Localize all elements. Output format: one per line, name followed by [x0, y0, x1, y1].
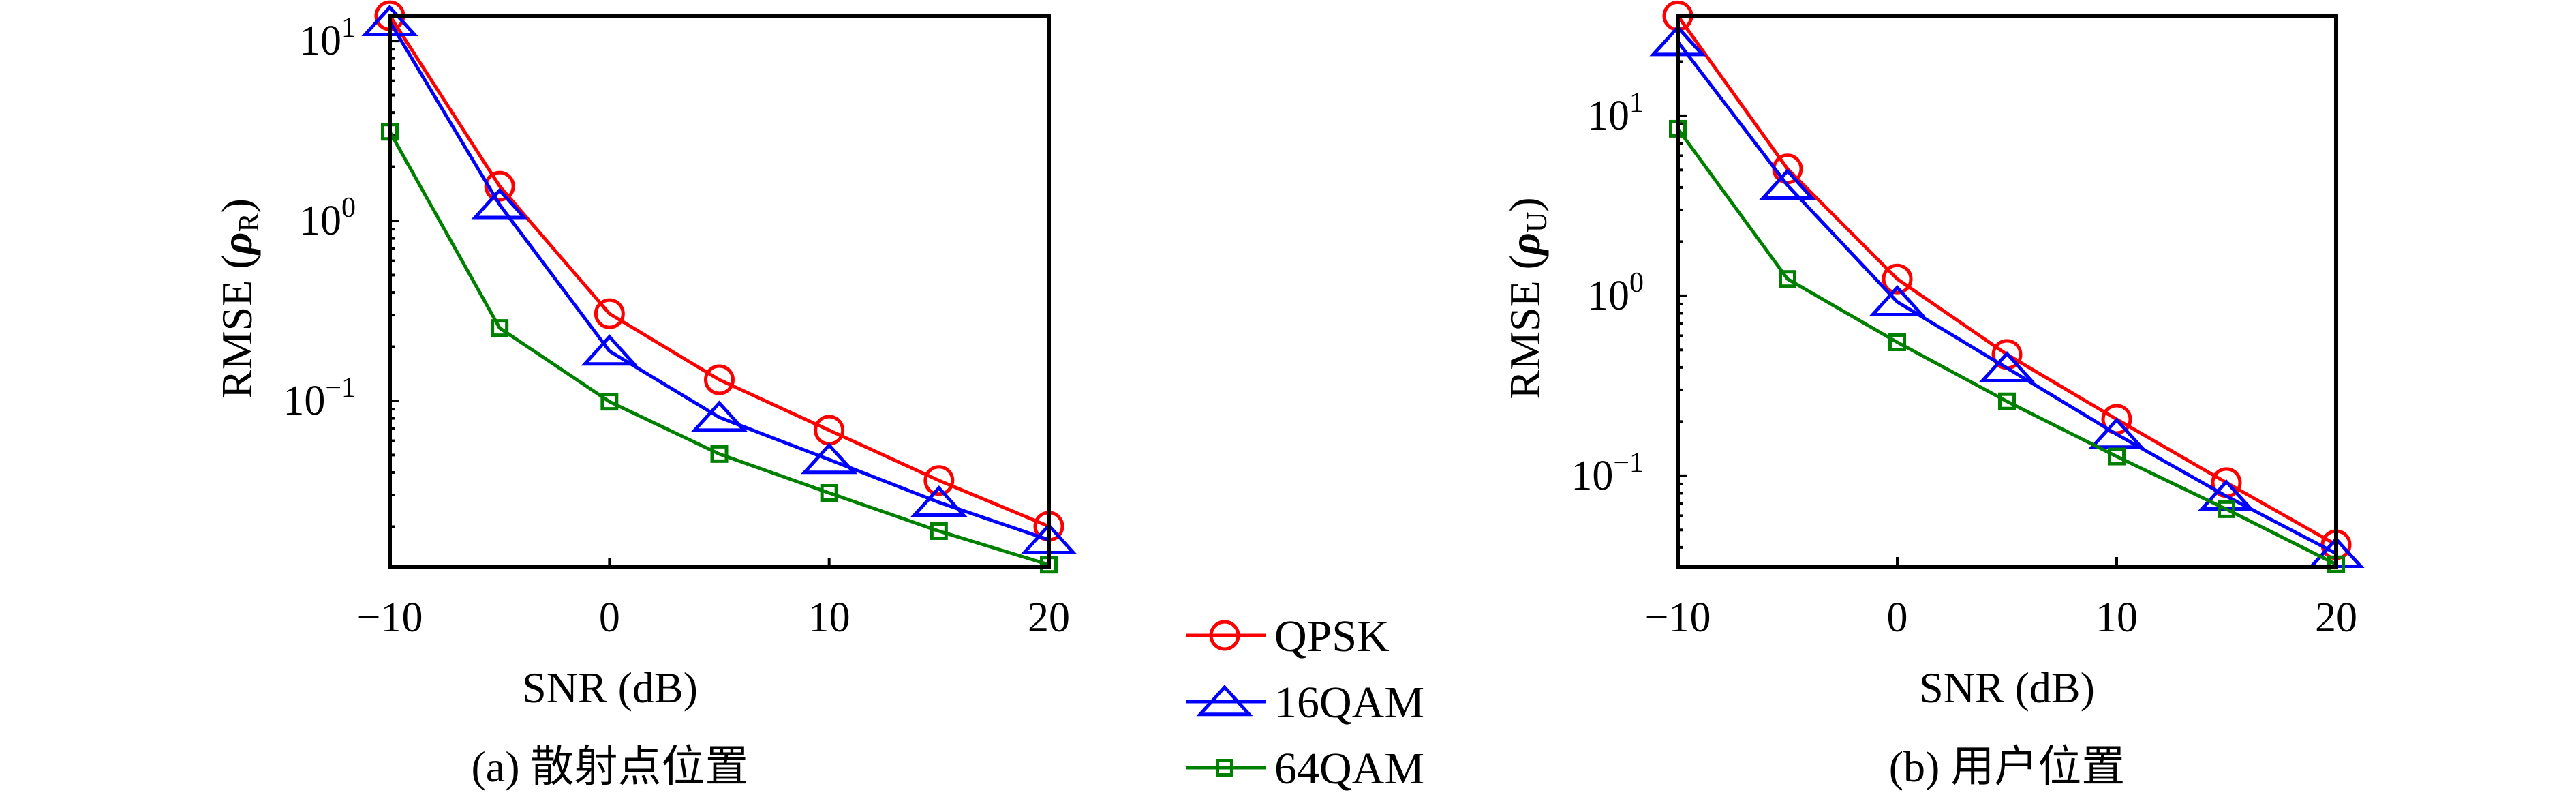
data-point-64qam — [600, 393, 619, 411]
xlabel-b: SNR (dB) — [1919, 663, 2095, 712]
y-tick-exponent: 1 — [341, 12, 356, 44]
y-tick-label: 100 — [299, 192, 356, 244]
y-axis-label-text: RMSE ( — [1501, 255, 1549, 400]
data-point-16qam — [1869, 284, 1926, 317]
x-tick-label: 20 — [1028, 595, 1070, 641]
data-point-qpsk — [484, 170, 515, 202]
data-point-qpsk — [1882, 263, 1913, 295]
x-tick-label: 0 — [1887, 595, 1908, 641]
data-point-64qam — [820, 483, 838, 502]
data-point-16qam — [690, 400, 748, 432]
data-point-64qam — [930, 522, 948, 540]
y-axis-label-text: RMSE ( — [213, 254, 261, 399]
y-axis-label-close: ) — [1501, 197, 1549, 211]
xlabel-a: SNR (dB) — [522, 663, 698, 712]
panel-b: (b) 用户位置 SNR (dB) −10 0 10 2010110010−1RMSE… — [1501, 0, 2365, 791]
x-tick-label: 10 — [808, 595, 850, 641]
x-tick-label: 20 — [2315, 595, 2357, 641]
series-line-64qam — [1676, 127, 2337, 566]
legend-label-qpsk: QPSK — [1274, 612, 1390, 661]
series-line-16qam — [388, 20, 1049, 542]
data-point-16qam — [471, 187, 528, 220]
panel-a: (a) 散射点位置 SNR (dB) −10 0 10 2010110010−1RMS… — [213, 0, 1077, 791]
y-tick-base: 10 — [1587, 273, 1629, 319]
legend-item-qpsk: QPSK — [1186, 612, 1390, 661]
y-tick-label: 100 — [1587, 267, 1644, 319]
data-point-64qam — [1998, 392, 2016, 410]
legend-marker — [1196, 685, 1253, 717]
y-tick-label: 10−1 — [1571, 447, 1644, 499]
x-tick-label: 10 — [2096, 595, 2138, 641]
caption-a: (a) 散射点位置 — [471, 742, 748, 791]
legend-label-64qam: 64QAM — [1274, 744, 1424, 794]
y-axis-label-close: ) — [213, 198, 261, 213]
x-tick-label: −10 — [1645, 595, 1711, 641]
data-point-64qam — [1888, 333, 1906, 351]
y-tick-exponent: 0 — [341, 192, 356, 224]
series-line-qpsk — [388, 14, 1049, 528]
legend-item-64qam: 64QAM — [1186, 744, 1424, 794]
square-icon — [1216, 759, 1233, 777]
y-tick-label: 10−1 — [283, 372, 356, 424]
legend: QPSK 16QAM 64QAM — [1186, 612, 1424, 794]
y-axis-label: RMSE (ρU) — [1501, 197, 1553, 399]
data-point-16qam — [910, 485, 968, 517]
y-tick-exponent: −1 — [1613, 447, 1644, 479]
circle-icon — [1209, 620, 1240, 651]
x-tick-label: −10 — [357, 595, 423, 641]
data-point-64qam — [2218, 500, 2235, 518]
legend-label-16qam: 16QAM — [1274, 678, 1424, 727]
data-point-16qam — [2088, 417, 2145, 449]
data-point-64qam — [710, 445, 729, 463]
data-point-qpsk — [594, 298, 625, 329]
series-line-qpsk — [1676, 14, 2337, 547]
legend-item-16qam: 16QAM — [1186, 678, 1424, 727]
data-point-qpsk — [704, 364, 735, 395]
data-point-16qam — [581, 334, 638, 366]
x-tick-label: 0 — [599, 595, 620, 641]
y-tick-base: 10 — [283, 378, 325, 424]
y-axis-label-symbol: ρ — [1501, 232, 1549, 256]
y-tick-exponent: 0 — [1629, 267, 1644, 299]
y-axis-label-subscript: R — [234, 213, 265, 232]
y-tick-exponent: −1 — [325, 372, 356, 404]
y-axis-label: RMSE (ρR) — [213, 198, 265, 399]
series-line-64qam — [388, 131, 1049, 567]
series-line-16qam — [1676, 40, 2337, 556]
data-point-64qam — [491, 319, 509, 337]
triangle-icon — [1196, 685, 1253, 717]
y-tick-label: 101 — [1587, 87, 1644, 139]
data-point-64qam — [2108, 447, 2126, 466]
y-axis-label-symbol: ρ — [213, 232, 261, 256]
y-tick-exponent: 1 — [1629, 87, 1644, 119]
y-tick-base: 10 — [1571, 453, 1613, 499]
y-tick-base: 10 — [299, 198, 341, 244]
data-point-64qam — [1779, 270, 1796, 288]
plot-frame — [388, 14, 1051, 569]
y-tick-label: 101 — [299, 12, 356, 64]
legend-marker — [1209, 620, 1240, 651]
y-tick-base: 10 — [1587, 93, 1629, 139]
y-axis-label-subscript: U — [1522, 212, 1553, 232]
data-point-qpsk — [923, 465, 955, 496]
data-point-16qam — [1759, 168, 1816, 200]
legend-marker — [1216, 759, 1233, 777]
data-point-16qam — [1978, 350, 2036, 382]
data-point-16qam — [801, 442, 858, 475]
y-tick-base: 10 — [299, 18, 341, 64]
plot-frame — [1676, 14, 2338, 569]
caption-b: (b) 用户位置 — [1889, 742, 2126, 791]
